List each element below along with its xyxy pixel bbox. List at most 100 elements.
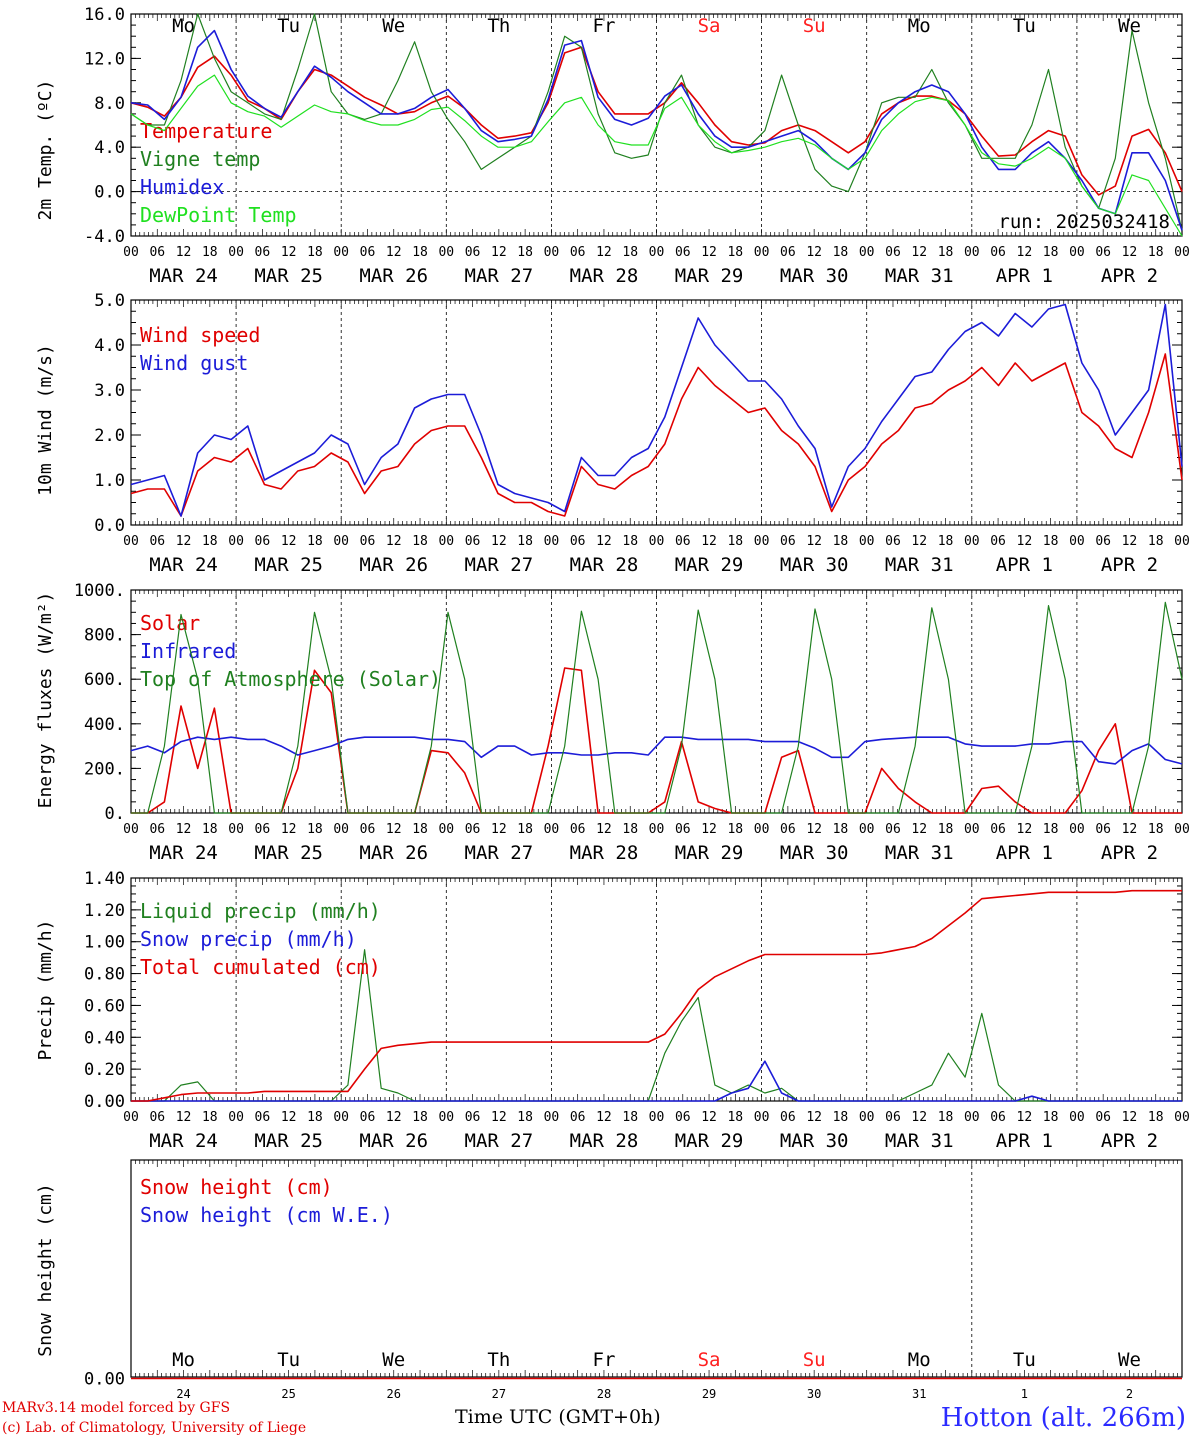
- hour-tick-label: 18: [412, 534, 428, 549]
- date-label: MAR 25: [254, 265, 323, 287]
- hour-tick-label: 00: [649, 822, 665, 837]
- hour-tick-label: 00: [438, 822, 454, 837]
- panel-wind: 0.0 1.0 2.0 3.0 4.0 5.0 10m Wind (m/s) Wind spe…: [35, 291, 1190, 576]
- hour-tick-label: 12: [386, 245, 402, 260]
- hour-tick-label: 00: [1069, 534, 1085, 549]
- hour-tick-label: 06: [1095, 534, 1111, 549]
- hour-tick-label: 06: [360, 245, 376, 260]
- day-name: Tu: [1013, 15, 1036, 37]
- hour-tick-label: 00: [228, 822, 244, 837]
- hour-tick-label: 18: [1148, 534, 1164, 549]
- hour-tick-label: 12: [596, 245, 612, 260]
- hour-tick-label: 12: [491, 822, 507, 837]
- y-axis-label: 2m Temp. (ºC): [35, 80, 56, 221]
- day-name: Su: [803, 1349, 826, 1371]
- hour-tick-label: 12: [701, 245, 717, 260]
- hour-tick-label: 06: [255, 822, 271, 837]
- legend-entry: Solar: [140, 611, 200, 635]
- day-number: 25: [281, 1387, 295, 1401]
- hour-tick-label: 06: [360, 1110, 376, 1125]
- date-label: MAR 28: [570, 554, 639, 576]
- hour-tick-label: 06: [780, 534, 796, 549]
- series-line-dewpoint-temp: [130, 74, 1183, 237]
- day-name: We: [382, 15, 405, 37]
- hour-tick-label: 18: [307, 822, 323, 837]
- y-tick-label: 2.0: [94, 426, 125, 446]
- y-tick-label: 16.0: [84, 5, 125, 25]
- hour-tick-label: 00: [228, 1110, 244, 1125]
- hour-tick-label: 00: [964, 822, 980, 837]
- hour-tick-label: 06: [675, 822, 691, 837]
- y-axis-label: Energy fluxes (W/m²): [35, 592, 56, 809]
- hour-tick-label: 06: [990, 1110, 1006, 1125]
- hour-tick-label: 18: [202, 1110, 218, 1125]
- hour-tick-label: 12: [176, 534, 192, 549]
- hour-tick-label: 12: [1017, 822, 1033, 837]
- hour-tick-label: 12: [1017, 1110, 1033, 1125]
- hour-tick-label: 00: [438, 1110, 454, 1125]
- legend-entry: Humidex: [140, 175, 224, 199]
- hour-tick-label: 18: [202, 245, 218, 260]
- hour-tick-label: 18: [1148, 822, 1164, 837]
- y-tick-label: 1.00: [84, 933, 125, 953]
- hour-tick-label: 06: [149, 822, 165, 837]
- y-tick-label: 12.0: [84, 49, 125, 69]
- date-label: MAR 28: [570, 1130, 639, 1152]
- hour-tick-label: 00: [123, 534, 139, 549]
- date-label: MAR 31: [885, 842, 954, 864]
- hour-tick-label: 00: [544, 822, 560, 837]
- date-label: MAR 28: [570, 265, 639, 287]
- day-number: 31: [912, 1387, 926, 1401]
- date-label: APR 1: [996, 1130, 1053, 1152]
- hour-tick-label: 00: [649, 1110, 665, 1125]
- day-number: 28: [597, 1387, 611, 1401]
- hour-tick-label: 06: [465, 1110, 481, 1125]
- hour-tick-label: 18: [1043, 1110, 1059, 1125]
- hour-tick-label: 12: [491, 1110, 507, 1125]
- hour-tick-label: 00: [1174, 534, 1190, 549]
- hour-tick-label: 18: [938, 1110, 954, 1125]
- hour-tick-label: 12: [386, 1110, 402, 1125]
- day-number: 1: [1021, 1387, 1028, 1401]
- series-line-vigne-temp: [130, 13, 1183, 231]
- date-label: MAR 27: [465, 554, 534, 576]
- day-name: We: [1118, 1349, 1141, 1371]
- y-tick-label: 4.0: [94, 336, 125, 356]
- hour-tick-label: 06: [885, 1110, 901, 1125]
- day-name: Tu: [277, 15, 300, 37]
- series-line-top-of-atmosphere-solar: [131, 601, 1183, 814]
- hour-tick-label: 00: [1174, 1110, 1190, 1125]
- hour-tick-label: 06: [149, 534, 165, 549]
- hour-tick-label: 18: [622, 1110, 638, 1125]
- day-name: Sa: [698, 1349, 721, 1371]
- legend-entry: DewPoint Temp: [140, 203, 297, 227]
- hour-tick-label: 18: [1043, 534, 1059, 549]
- hour-tick-label: 18: [622, 534, 638, 549]
- hour-tick-label: 12: [281, 534, 297, 549]
- date-label: MAR 26: [359, 842, 428, 864]
- day-name: Mo: [172, 15, 195, 37]
- day-name: Th: [487, 1349, 510, 1371]
- hour-tick-label: 00: [123, 245, 139, 260]
- plot-frame: [130, 299, 1183, 526]
- date-label: MAR 31: [885, 554, 954, 576]
- y-tick-label: 4.0: [94, 138, 125, 158]
- day-name: We: [382, 1349, 405, 1371]
- hour-tick-label: 00: [754, 822, 770, 837]
- day-name: Mo: [908, 1349, 931, 1371]
- hour-tick-label: 18: [307, 534, 323, 549]
- hour-tick-label: 12: [491, 534, 507, 549]
- hour-tick-label: 00: [859, 245, 875, 260]
- hour-tick-label: 00: [438, 245, 454, 260]
- date-label: MAR 30: [780, 842, 849, 864]
- hour-tick-label: 00: [333, 245, 349, 260]
- hour-tick-label: 06: [149, 1110, 165, 1125]
- date-label: MAR 29: [675, 554, 744, 576]
- hour-tick-label: 12: [911, 245, 927, 260]
- y-tick-label: -4.0: [84, 227, 125, 247]
- hour-tick-label: 18: [307, 245, 323, 260]
- date-label: MAR 26: [359, 554, 428, 576]
- y-tick-label: 0.0: [94, 183, 125, 203]
- y-tick-label: 0.20: [84, 1060, 125, 1080]
- hour-tick-label: 12: [1122, 245, 1138, 260]
